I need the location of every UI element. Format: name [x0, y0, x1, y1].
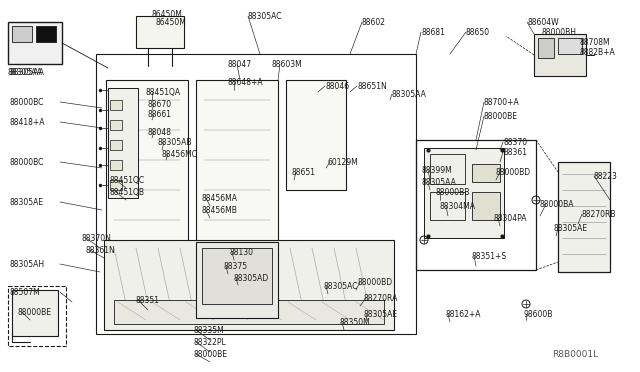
- Text: 88048: 88048: [148, 128, 172, 137]
- Text: 88046: 88046: [325, 82, 349, 91]
- Text: 88130: 88130: [230, 248, 254, 257]
- Bar: [108, 88, 138, 198]
- Bar: [424, 148, 504, 238]
- Text: 88418+A: 88418+A: [10, 118, 45, 127]
- Text: R8B0001L: R8B0001L: [552, 350, 598, 359]
- Bar: [472, 192, 500, 220]
- Text: 88708M: 88708M: [580, 38, 611, 47]
- Text: 88451QA: 88451QA: [146, 88, 181, 97]
- Bar: [196, 242, 278, 318]
- Text: 88507M: 88507M: [10, 288, 41, 297]
- Text: 88047: 88047: [228, 60, 252, 69]
- Text: 88305AH: 88305AH: [10, 260, 45, 269]
- Text: 88456MC: 88456MC: [162, 150, 198, 159]
- Text: 88000BE: 88000BE: [18, 308, 52, 317]
- Text: 88351: 88351: [136, 296, 160, 305]
- Bar: [106, 80, 188, 280]
- Text: 88681: 88681: [421, 28, 445, 37]
- Text: 88304MA: 88304MA: [440, 202, 476, 211]
- Text: 88000BD: 88000BD: [496, 168, 531, 177]
- Bar: [538, 38, 554, 58]
- Text: 98600B: 98600B: [524, 310, 554, 319]
- Bar: [534, 34, 586, 76]
- Text: 88000BD: 88000BD: [358, 278, 393, 287]
- Text: 88000BA: 88000BA: [540, 200, 575, 209]
- Text: 88670: 88670: [148, 100, 172, 109]
- Text: 88305AA: 88305AA: [10, 68, 45, 77]
- Text: 88700+A: 88700+A: [484, 98, 520, 107]
- Bar: [114, 300, 384, 324]
- Text: 88305AE: 88305AE: [364, 310, 398, 319]
- Text: 88375: 88375: [224, 262, 248, 271]
- Text: 88000BC: 88000BC: [10, 158, 44, 167]
- Bar: [430, 154, 465, 184]
- Text: 88661: 88661: [148, 110, 172, 119]
- Text: 88305AC: 88305AC: [248, 12, 282, 21]
- Bar: [286, 80, 346, 190]
- Text: 88361N: 88361N: [86, 246, 116, 255]
- Text: 88305AD: 88305AD: [234, 274, 269, 283]
- Text: 86450M: 86450M: [155, 18, 186, 27]
- Text: 88000BB: 88000BB: [435, 188, 469, 197]
- Text: 88350M: 88350M: [340, 318, 371, 327]
- Text: 88604W: 88604W: [527, 18, 559, 27]
- Bar: [104, 240, 394, 330]
- Bar: [196, 80, 278, 280]
- Text: 88305AB: 88305AB: [158, 138, 193, 147]
- Text: 88305AA: 88305AA: [8, 68, 43, 77]
- Bar: [110, 120, 122, 130]
- Text: 88451QC: 88451QC: [110, 176, 145, 185]
- Text: 88370: 88370: [503, 138, 527, 147]
- Bar: [12, 26, 32, 42]
- Text: 88602: 88602: [362, 18, 386, 27]
- Text: 8882B+A: 8882B+A: [580, 48, 616, 57]
- Text: 88399M: 88399M: [422, 166, 452, 175]
- Bar: [430, 192, 465, 220]
- Text: 88223: 88223: [594, 172, 618, 181]
- Bar: [136, 16, 184, 48]
- Bar: [8, 22, 62, 64]
- Text: 86450M: 86450M: [152, 10, 183, 19]
- Text: 88305AC: 88305AC: [324, 282, 358, 291]
- Text: 88000BE: 88000BE: [484, 112, 518, 121]
- Text: 88650: 88650: [466, 28, 490, 37]
- Bar: [36, 26, 56, 42]
- Text: 60129M: 60129M: [328, 158, 359, 167]
- Bar: [12, 290, 58, 336]
- Text: 88270RB: 88270RB: [582, 210, 616, 219]
- Text: 88162+A: 88162+A: [446, 310, 481, 319]
- Bar: [202, 248, 272, 304]
- Bar: [472, 164, 500, 182]
- Text: 88322PL: 88322PL: [194, 338, 227, 347]
- Text: 88351+S: 88351+S: [472, 252, 507, 261]
- Text: 88456MA: 88456MA: [202, 194, 238, 203]
- Bar: [558, 162, 610, 272]
- Bar: [110, 140, 122, 150]
- Bar: [416, 140, 536, 270]
- Bar: [110, 180, 122, 190]
- Bar: [558, 38, 582, 54]
- Bar: [96, 54, 416, 334]
- Text: 88335M: 88335M: [194, 326, 225, 335]
- Text: 88305AE: 88305AE: [554, 224, 588, 233]
- Bar: [110, 100, 122, 110]
- Text: 88456MB: 88456MB: [202, 206, 238, 215]
- Text: 88305AA: 88305AA: [422, 178, 457, 187]
- Text: 88370N: 88370N: [82, 234, 112, 243]
- Text: 88305AA: 88305AA: [392, 90, 427, 99]
- Bar: [8, 286, 66, 346]
- Text: 88648+A: 88648+A: [228, 78, 264, 87]
- Text: 88000BE: 88000BE: [194, 350, 228, 359]
- Text: 88651: 88651: [292, 168, 316, 177]
- Text: 88361: 88361: [503, 148, 527, 157]
- Text: 88000BC: 88000BC: [10, 98, 44, 107]
- Text: 88270RA: 88270RA: [364, 294, 398, 303]
- Bar: [110, 160, 122, 170]
- Text: 88451QB: 88451QB: [110, 188, 145, 197]
- Text: 88000BH: 88000BH: [542, 28, 577, 37]
- Text: 88305AE: 88305AE: [10, 198, 44, 207]
- Text: 88651N: 88651N: [357, 82, 387, 91]
- Text: 88304PA: 88304PA: [494, 214, 527, 223]
- Text: 88603M: 88603M: [272, 60, 303, 69]
